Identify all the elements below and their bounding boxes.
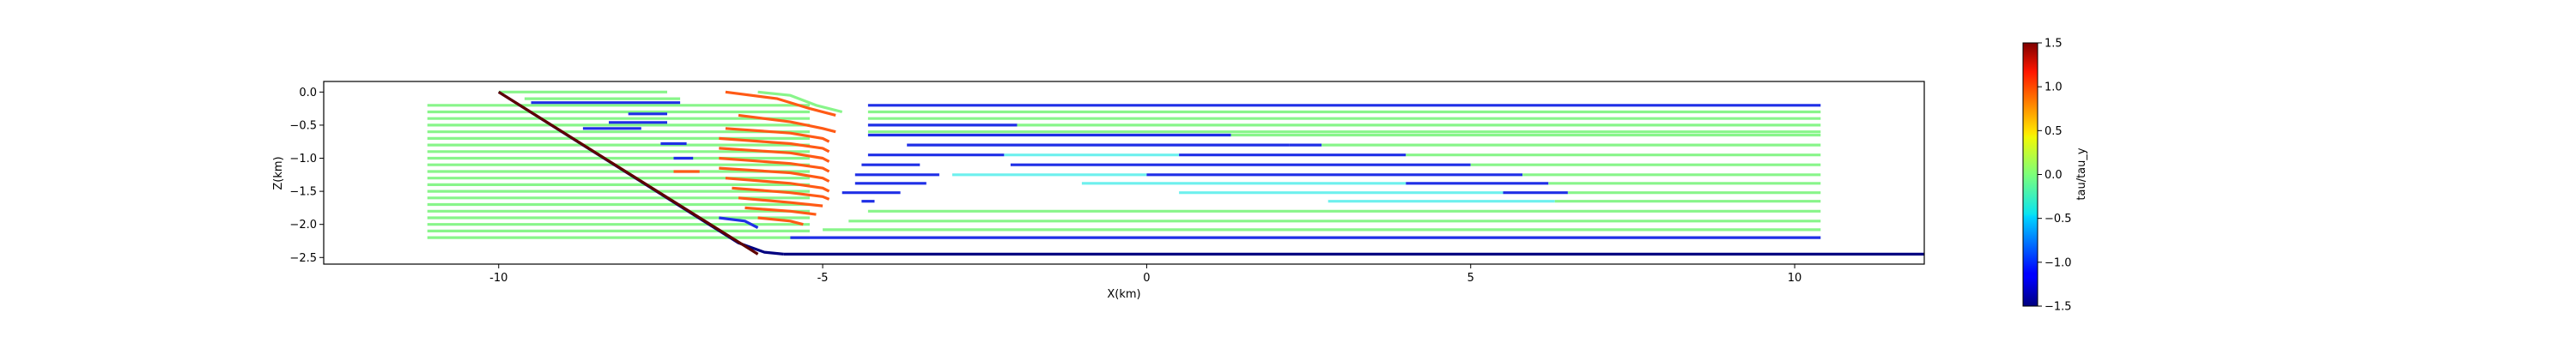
colorbar-tick-label: −1.0 — [2044, 256, 2072, 269]
x-tick-label: -10 — [489, 272, 507, 285]
streamline-40 — [738, 196, 823, 208]
y-tick-label: −1.0 — [289, 153, 317, 165]
x-tick-label: -5 — [817, 272, 829, 285]
streamline-33 — [725, 127, 830, 143]
x-tick-label: 5 — [1467, 272, 1474, 285]
streamline-35 — [719, 147, 830, 163]
y-axis: 0.0 −0.5 −1.0 −1.5 −2.0 −2.5 — [289, 87, 324, 265]
plot-data-layer — [427, 90, 1821, 239]
colorbar-tick-label: 0.0 — [2044, 169, 2063, 182]
streamline-37 — [719, 166, 830, 183]
y-tick-label: −1.5 — [289, 186, 317, 199]
streamline-38 — [725, 177, 830, 193]
y-tick-label: −2.5 — [289, 252, 317, 265]
y-tick-label: −2.0 — [289, 219, 317, 232]
y-axis-label: Z(km) — [272, 156, 285, 190]
colorbar-gradient — [2022, 42, 2038, 307]
y-tick-label: −0.5 — [289, 119, 317, 132]
boundary-dipping-segment — [497, 90, 759, 256]
y-tick-label: 0.0 — [299, 87, 317, 99]
streamline-36 — [719, 156, 830, 173]
colorbar: 1.5 1.0 0.5 0.0 −0.5 −1.0 −1.5 tau/tau_y — [2022, 38, 2088, 314]
streamline-31 — [725, 90, 836, 117]
streamline-39 — [732, 186, 830, 201]
boundary-layer — [497, 90, 1924, 256]
streamline-30 — [719, 216, 759, 230]
colorbar-tick-label: −0.5 — [2044, 213, 2072, 226]
x-tick-label: 0 — [1143, 272, 1150, 285]
colorbar-ticks: 1.5 1.0 0.5 0.0 −0.5 −1.0 −1.5 — [2038, 38, 2072, 314]
axes-frame — [323, 81, 1925, 265]
x-axis-label: X(km) — [1107, 288, 1140, 301]
streamline-41 — [744, 206, 817, 216]
streamline-42 — [757, 216, 804, 226]
streamline-32 — [738, 113, 836, 134]
streamline-23 — [757, 90, 843, 114]
colorbar-tick-label: −1.5 — [2044, 301, 2072, 314]
x-tick-label: 10 — [1788, 272, 1802, 285]
colorbar-tick-label: 1.5 — [2044, 38, 2063, 51]
colorbar-tick-label: 0.5 — [2044, 125, 2063, 138]
streamline-34 — [719, 136, 830, 153]
colorbar-tick-label: 1.0 — [2044, 81, 2063, 94]
colorbar-label: tau/tau_y — [2075, 147, 2088, 200]
x-axis: -10 -5 0 5 10 — [489, 264, 1801, 285]
